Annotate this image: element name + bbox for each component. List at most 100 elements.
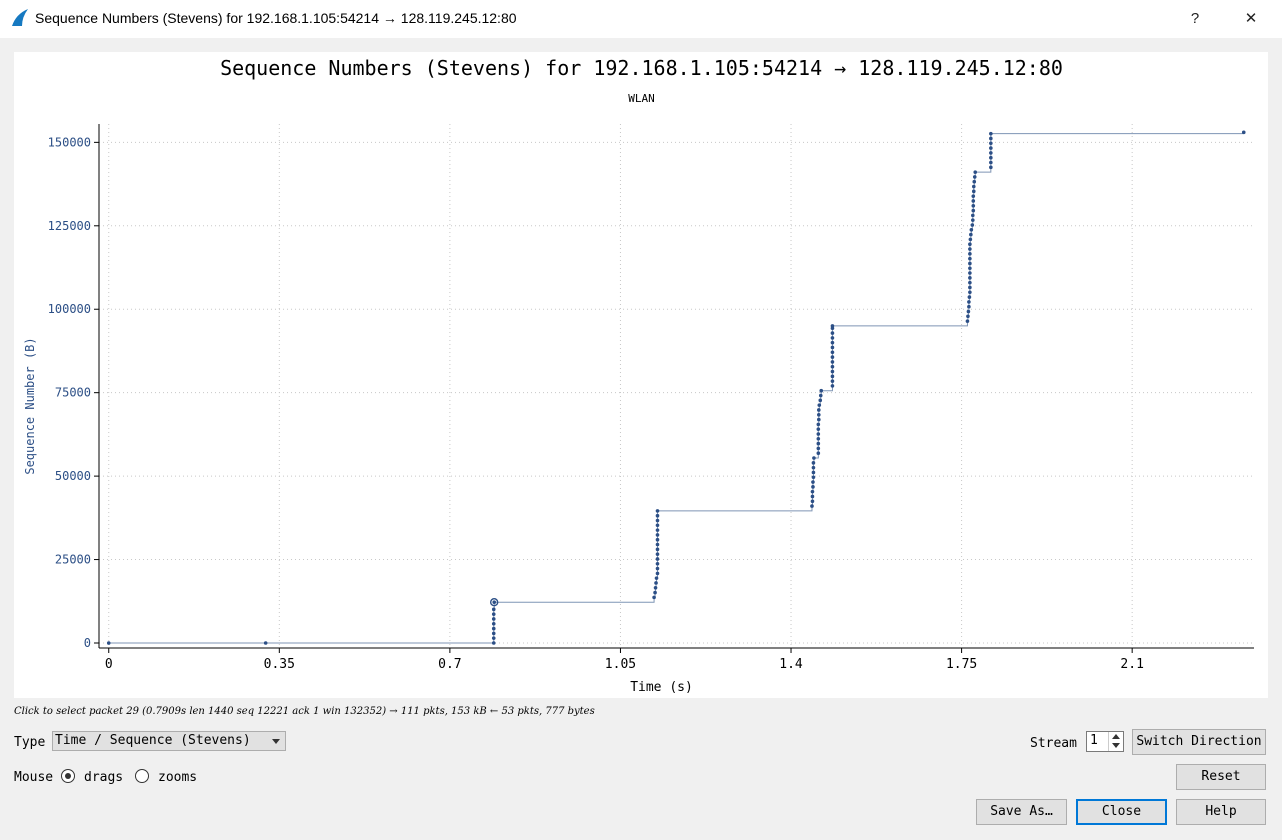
- data-point[interactable]: [969, 227, 974, 232]
- data-point[interactable]: [816, 451, 821, 456]
- stream-spin-buttons[interactable]: [1108, 732, 1123, 751]
- data-point[interactable]: [817, 408, 821, 412]
- data-point[interactable]: [652, 595, 656, 600]
- data-point[interactable]: [655, 528, 660, 532]
- data-point[interactable]: [971, 208, 976, 213]
- data-point[interactable]: [655, 552, 660, 556]
- data-point[interactable]: [655, 557, 660, 561]
- data-point[interactable]: [971, 213, 975, 218]
- data-point[interactable]: [973, 170, 978, 174]
- data-point[interactable]: [817, 412, 821, 417]
- data-point[interactable]: [816, 436, 821, 441]
- data-point[interactable]: [968, 261, 972, 266]
- data-point[interactable]: [830, 379, 835, 383]
- save-as-button[interactable]: Save As…: [976, 799, 1067, 825]
- data-point[interactable]: [816, 432, 821, 436]
- sequence-graph[interactable]: 0 0.35 0.7 1.05 1.4 1.75 2.1 0 25000 50000 75000 10…: [14, 52, 1268, 698]
- data-point[interactable]: [492, 600, 497, 605]
- data-point[interactable]: [830, 350, 835, 355]
- data-point[interactable]: [491, 626, 496, 631]
- data-point[interactable]: [654, 576, 659, 580]
- data-point[interactable]: [810, 494, 815, 499]
- drags-label[interactable]: drags: [84, 770, 124, 785]
- data-point[interactable]: [967, 300, 971, 304]
- data-point[interactable]: [967, 304, 971, 309]
- data-point[interactable]: [655, 561, 660, 566]
- data-point[interactable]: [810, 504, 814, 508]
- data-point[interactable]: [830, 360, 835, 364]
- close-button[interactable]: Close: [1076, 799, 1167, 825]
- spin-down-icon[interactable]: [1112, 743, 1120, 748]
- data-point[interactable]: [830, 331, 835, 335]
- data-point[interactable]: [811, 485, 815, 489]
- data-point[interactable]: [830, 364, 835, 369]
- data-point[interactable]: [966, 309, 971, 314]
- data-point[interactable]: [655, 542, 660, 547]
- data-point[interactable]: [968, 280, 972, 285]
- data-point[interactable]: [810, 489, 815, 494]
- data-point[interactable]: [989, 136, 993, 141]
- data-point[interactable]: [491, 617, 496, 621]
- data-point[interactable]: [989, 141, 993, 146]
- data-point[interactable]: [969, 232, 973, 237]
- data-point[interactable]: [968, 237, 973, 242]
- data-point[interactable]: [655, 537, 660, 542]
- selected-packet-marker[interactable]: [489, 598, 499, 607]
- data-point[interactable]: [811, 475, 816, 480]
- spin-up-icon[interactable]: [1112, 734, 1120, 739]
- data-point[interactable]: [811, 480, 815, 484]
- data-point[interactable]: [830, 340, 835, 345]
- data-point[interactable]: [655, 547, 660, 552]
- data-point[interactable]: [491, 612, 496, 616]
- switch-direction-button[interactable]: Switch Direction: [1132, 729, 1266, 755]
- data-point[interactable]: [653, 585, 658, 590]
- data-point[interactable]: [817, 417, 821, 422]
- data-point[interactable]: [816, 427, 821, 431]
- data-point[interactable]: [653, 590, 657, 595]
- data-point[interactable]: [491, 607, 496, 612]
- data-point[interactable]: [830, 369, 835, 374]
- data-point[interactable]: [830, 324, 835, 328]
- data-point[interactable]: [811, 465, 816, 470]
- data-point[interactable]: [972, 179, 977, 184]
- data-point[interactable]: [812, 456, 816, 460]
- data-point[interactable]: [491, 621, 496, 626]
- data-point[interactable]: [968, 256, 972, 261]
- data-point[interactable]: [654, 581, 658, 585]
- data-point[interactable]: [810, 499, 815, 504]
- data-point[interactable]: [818, 393, 823, 398]
- help-button[interactable]: Help: [1176, 799, 1266, 825]
- data-point[interactable]: [819, 388, 824, 393]
- data-point[interactable]: [989, 146, 993, 150]
- data-point[interactable]: [816, 422, 821, 427]
- data-point[interactable]: [655, 513, 660, 518]
- data-point[interactable]: [989, 131, 993, 136]
- close-icon[interactable]: ✕: [1244, 10, 1258, 27]
- zooms-label[interactable]: zooms: [158, 770, 198, 785]
- data-point[interactable]: [989, 165, 993, 170]
- graph-type-select[interactable]: Time / Sequence (Stevens): [52, 731, 286, 751]
- data-point[interactable]: [972, 175, 977, 179]
- data-point[interactable]: [811, 470, 816, 475]
- data-point[interactable]: [816, 441, 821, 446]
- data-point[interactable]: [655, 518, 660, 523]
- data-point[interactable]: [655, 509, 660, 513]
- data-point[interactable]: [263, 641, 268, 645]
- data-point[interactable]: [971, 218, 975, 222]
- data-point[interactable]: [971, 184, 976, 189]
- data-point[interactable]: [830, 355, 835, 359]
- data-point[interactable]: [971, 194, 976, 198]
- data-point[interactable]: [491, 641, 496, 645]
- zooms-radio[interactable]: [135, 769, 149, 783]
- data-point[interactable]: [989, 151, 993, 155]
- data-point[interactable]: [491, 636, 496, 640]
- stream-spinbox[interactable]: 1: [1086, 731, 1124, 752]
- data-point[interactable]: [818, 398, 823, 403]
- graph-area[interactable]: 0 0.35 0.7 1.05 1.4 1.75 2.1 0 25000 50000 75000 10…: [14, 52, 1268, 698]
- data-point[interactable]: [491, 631, 496, 636]
- data-point[interactable]: [968, 252, 972, 256]
- data-point[interactable]: [106, 641, 111, 645]
- data-point[interactable]: [965, 319, 970, 323]
- data-point[interactable]: [968, 271, 972, 275]
- reset-button[interactable]: Reset: [1176, 764, 1266, 790]
